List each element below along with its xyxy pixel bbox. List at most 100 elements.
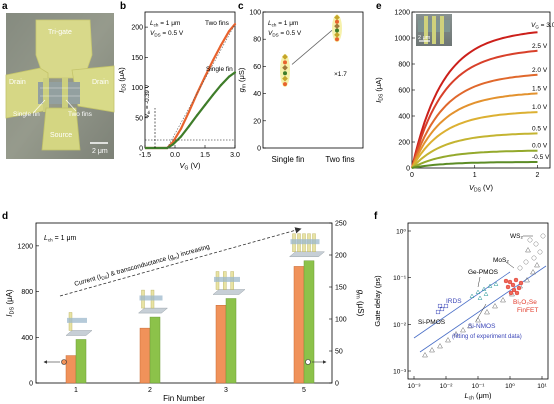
d-xtick-label: 5 [302,387,306,394]
b-xtick-label: 1.5 [200,152,210,159]
panel-f-gate-delay-chart: 10⁻³ 10⁻² 10⁻¹ 10⁰ 10¹ 10⁻³ 10⁻² 10⁻¹ 10⁰ WS₂ Mo… [373,222,549,402]
e-ytick-label: 400 [398,114,410,121]
f-xtick-label: 10⁻³ [408,383,422,390]
c-trend-line [291,30,333,65]
b-series-point [227,30,231,33]
d-device-sketch [212,271,246,295]
d-right-axis-marker [305,359,311,365]
panel-b-transfer-chart: -1.5 0.0 1.5 3.0 0 50 100 150 200 Lch = 1 μm VDS… [117,11,240,172]
f-point-bi2o2se [503,278,509,284]
b-cond-vds: VDS = 0.5 V [150,30,184,38]
d-left-axis-marker [61,359,67,365]
e-ytick-label: 200 [398,140,410,147]
e-series-line [411,92,538,169]
d-sketch-base [212,289,246,295]
e-series-line [411,132,538,169]
f-point-si [492,302,498,309]
b-xtick-label: 0.0 [170,152,180,159]
c-ytick-label: 40 [253,91,261,98]
f-point-si [484,308,490,315]
sem-scale-label: 2 μm [92,148,108,155]
d-y2-axis-label: gm (μS) [355,290,366,317]
panel-letter-f: f [374,211,378,222]
d-sketch-gate [214,276,240,282]
d-increasing-arrow [59,227,302,297]
sem-label-drain-left: Drain [9,79,26,86]
e-xtick-label: 2 [536,172,540,179]
d-sketch-gate [290,239,320,245]
f-point-ge [469,293,475,298]
c-ytick-label: 80 [253,37,261,44]
b-series-point [187,125,191,128]
d-sketch-base [65,330,93,336]
f-point-si [534,261,540,268]
f-point-bi2o2se [518,280,524,286]
d-bar-ids [139,327,151,384]
d-ytick-label: 400 [21,335,33,342]
d-sketch-gate [67,317,87,323]
f-point-2d [540,233,546,239]
c-data-point [335,19,339,24]
f-point-si [460,326,466,333]
e-ytick-label: 0 [406,166,410,173]
b-series-point [187,110,191,113]
d-arrow-text: Current (IDS) & transconductance (gm) in… [74,243,211,288]
sem-label-source: Source [50,132,72,139]
c-data-point [282,75,288,82]
f-xtick-label: 10⁻² [440,383,454,390]
sem-label-two-fins: Two fins [68,111,93,118]
svg-text:Si-NMOS: Si-NMOS [468,323,496,330]
c-ytick-label: 100 [249,10,261,17]
f-ytick-label: 10⁻³ [393,369,407,376]
f-point-2d [527,237,533,243]
svg-text:Bi₂O₂Se: Bi₂O₂Se [513,299,537,306]
e-series-line [411,49,538,169]
e-series-line [411,161,538,169]
f-fit-line-si [413,271,511,339]
b-series-point [203,75,207,78]
f-point-2d [531,255,537,261]
d-xtick-label: 2 [148,387,152,394]
e-series-label: -0.5 V [532,154,550,161]
f-point-irds [437,303,443,309]
d-x-axis-label: Fin Number [163,394,205,403]
d-bar-gm [75,339,87,384]
f-point-ge [475,289,481,294]
f-xtick-label: 10⁻¹ [472,383,486,390]
d-bar-ids [215,305,227,384]
f-point-si [530,268,536,275]
b-series-point [179,127,183,130]
panel-letter-d: d [2,211,8,222]
b-xtick-label: -1.5 [139,152,151,159]
e-inset-sem: 2 μm [416,14,452,46]
c-category-label: Single fin [272,155,305,164]
e-series-line [411,111,538,169]
f-point-bi2o2se [511,287,517,293]
e-xtick-label: 0 [410,172,414,179]
panel-letter-e: e [376,1,382,12]
b-series-point [219,44,223,47]
c-data-point [282,64,288,71]
c-category-label: Two fins [325,155,354,164]
e-series-label: 0.5 V [532,125,548,132]
d-y2tick-label: 50 [335,349,343,356]
f-point-si [500,296,506,303]
d-cond-lch: Lch = 1 μm [44,235,77,243]
f-point-bi2o2se [510,282,516,288]
f-point-si [445,336,451,343]
f-point-ge [493,281,499,286]
e-inset-scale: 2 μm [418,35,431,41]
svg-text:(fitting of experiment data): (fitting of experiment data) [452,334,522,340]
f-point-bi2o2se [507,279,513,285]
panel-letter-c: c [238,1,244,12]
f-point-bi2o2se [516,285,522,291]
b-series-point [233,22,237,26]
f-point-ge [483,291,489,296]
b-series-point [233,71,237,74]
f-ytick-label: 10⁰ [396,229,406,236]
c-data-point [283,71,287,76]
b-series-point [171,143,175,146]
e-series-line [411,149,538,169]
e-y-axis-label: IDS (μA) [374,77,385,103]
d-device-sketch [288,233,326,257]
